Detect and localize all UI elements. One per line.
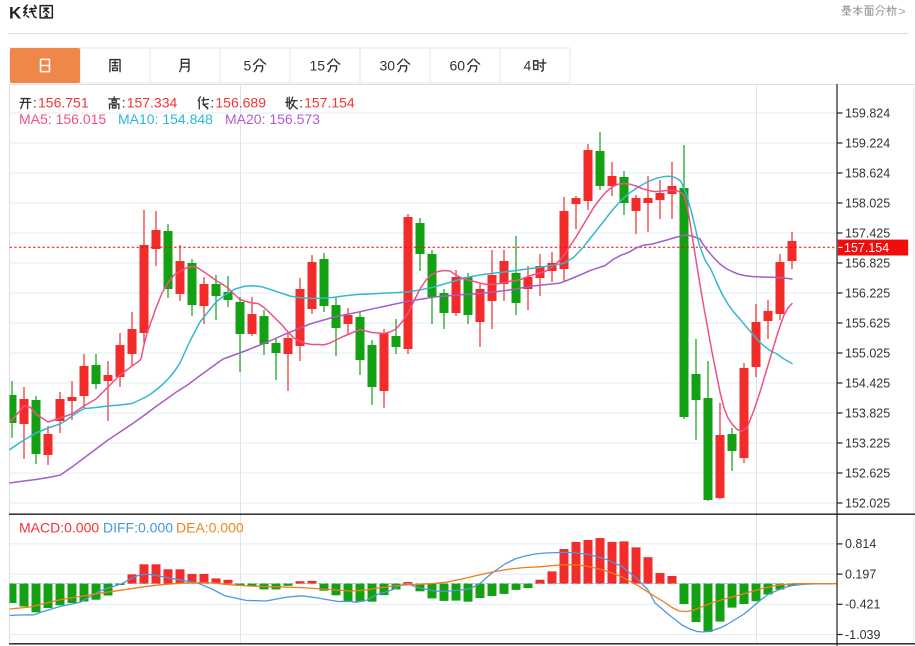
- svg-text:-1.039: -1.039: [845, 628, 880, 642]
- svg-text:159.224: 159.224: [845, 136, 890, 150]
- svg-text:155.625: 155.625: [845, 316, 890, 330]
- svg-text:157.334: 157.334: [127, 95, 178, 111]
- svg-text:156.689: 156.689: [215, 95, 266, 111]
- svg-text:DEA:0.000: DEA:0.000: [176, 520, 244, 536]
- svg-text:152.625: 152.625: [845, 466, 890, 480]
- svg-text:4: 4: [524, 58, 532, 74]
- svg-text:60: 60: [450, 58, 466, 74]
- svg-text:MA20: 156.573: MA20: 156.573: [225, 111, 320, 127]
- svg-text:156.751: 156.751: [38, 95, 89, 111]
- svg-text:K: K: [9, 4, 22, 23]
- svg-text:DIFF:0.000: DIFF:0.000: [103, 520, 173, 536]
- svg-text:156.225: 156.225: [845, 286, 890, 300]
- svg-text:0.197: 0.197: [845, 567, 876, 581]
- svg-text:157.154: 157.154: [844, 241, 889, 255]
- svg-text:-0.421: -0.421: [845, 598, 880, 612]
- svg-text::: :: [33, 95, 37, 111]
- svg-text:MA5: 156.015: MA5: 156.015: [19, 111, 106, 127]
- svg-text:>: >: [899, 5, 906, 19]
- svg-text::: :: [122, 95, 126, 111]
- svg-text:0.814: 0.814: [845, 537, 876, 551]
- svg-text:157.425: 157.425: [845, 226, 890, 240]
- svg-text:MA10: 154.848: MA10: 154.848: [118, 111, 213, 127]
- svg-text:156.825: 156.825: [845, 256, 890, 270]
- svg-text:30: 30: [380, 58, 396, 74]
- svg-text:155.025: 155.025: [845, 346, 890, 360]
- svg-text::: :: [299, 95, 303, 111]
- svg-text:158.624: 158.624: [845, 166, 890, 180]
- svg-text:153.225: 153.225: [845, 436, 890, 450]
- svg-text:157.154: 157.154: [304, 95, 355, 111]
- svg-text:15: 15: [310, 58, 326, 74]
- svg-text:MACD:0.000: MACD:0.000: [19, 520, 99, 536]
- svg-text:154.425: 154.425: [845, 376, 890, 390]
- svg-text:159.824: 159.824: [845, 106, 890, 120]
- svg-text:158.025: 158.025: [845, 196, 890, 210]
- svg-text:153.825: 153.825: [845, 406, 890, 420]
- svg-text::: :: [210, 95, 214, 111]
- svg-text:152.025: 152.025: [845, 496, 890, 510]
- svg-text:5: 5: [244, 58, 252, 74]
